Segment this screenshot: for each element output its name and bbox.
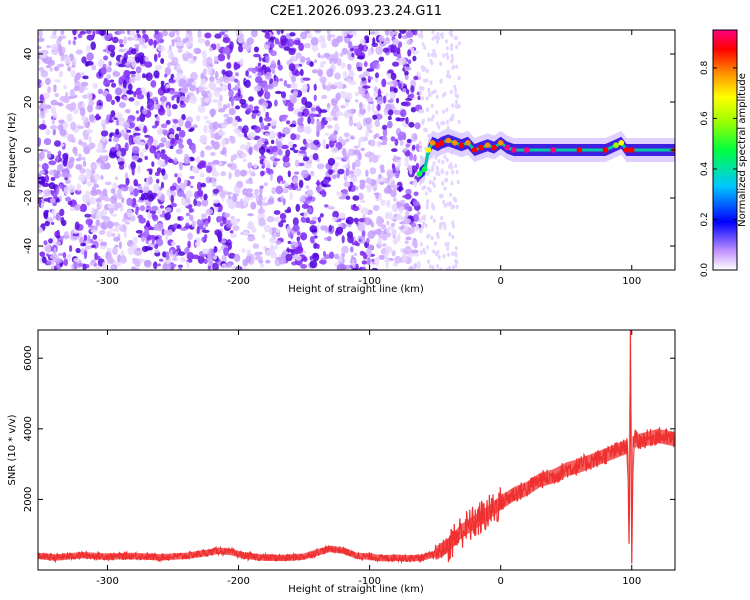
signal-point — [484, 142, 491, 148]
signal-point — [465, 140, 471, 146]
snr-y-tick-label: 6000 — [23, 346, 34, 371]
signal-point — [524, 147, 530, 153]
snr-x-tick-label: -300 — [96, 576, 119, 587]
colorbar-tick-label: 0.4 — [700, 162, 710, 177]
colorbar-label: Normalized spectral amplitude — [737, 73, 748, 227]
signal-point — [511, 147, 517, 153]
spectrogram-x-tick-label: -300 — [96, 276, 119, 287]
signal-point — [421, 166, 428, 172]
signal-point — [550, 147, 556, 153]
spectrogram-y-tick-label: 0 — [23, 147, 34, 153]
snr-x-tick-label: -100 — [358, 576, 381, 587]
spectrogram-x-tick-label: 100 — [622, 276, 641, 287]
colorbar-ticks: 0.0 0.2 0.4 0.6 0.8 — [700, 60, 737, 277]
signal-point — [452, 140, 458, 146]
signal-point — [458, 142, 465, 148]
spectrogram-y-tick-label: 40 — [23, 48, 34, 61]
signal-point — [445, 137, 452, 144]
spectrogram-signal — [416, 128, 675, 186]
signal-point — [438, 140, 445, 146]
spectrogram-y-tick-label: 20 — [23, 96, 34, 109]
snr-ylabel: SNR (10 * v/v) — [7, 414, 18, 485]
signal-point — [602, 147, 609, 153]
snr-y-ticks: 2000 4000 6000 — [23, 346, 675, 512]
signal-point — [471, 147, 478, 153]
snr-x-tick-label: -200 — [227, 576, 250, 587]
snr-frame — [37, 329, 676, 571]
signal-point — [425, 147, 432, 153]
spectrogram-noise — [38, 30, 461, 270]
signal-point — [628, 147, 635, 153]
snr-panel: -300 -200 -100 0 100 2000 4000 6000 Height of … — [7, 329, 676, 595]
signal-point — [613, 142, 619, 148]
snr-plot-area — [38, 330, 675, 564]
colorbar-tick-label: 0.0 — [700, 263, 710, 278]
signal-point — [618, 140, 625, 146]
signal-point — [416, 171, 423, 177]
signal-point — [478, 144, 484, 151]
snr-envelope — [38, 330, 675, 562]
spectrogram-x-ticks: -300 -200 -100 0 100 — [96, 30, 641, 287]
signal-point — [504, 144, 511, 151]
colorbar: 0.0 0.2 0.4 0.6 0.8 Normalized spectral ampl… — [700, 29, 748, 277]
snr-x-ticks: -300 -200 -100 0 100 — [96, 330, 641, 587]
signal-point — [429, 140, 436, 146]
signal-point — [576, 147, 583, 153]
colorbar-tick-label: 0.2 — [700, 212, 710, 226]
spectrogram-x-tick-label: 0 — [497, 276, 503, 287]
snr-trace — [38, 330, 675, 564]
colorbar-tick-label: 0.6 — [700, 111, 710, 126]
figure-title: C2E1.2026.093.23.24.G11 — [270, 4, 442, 19]
spectrogram-y-ticks: -40 -20 0 20 40 — [23, 48, 675, 254]
colorbar-gradient — [712, 29, 738, 271]
signal-point — [623, 147, 630, 153]
snr-y-tick-label: 4000 — [23, 416, 34, 441]
snr-x-tick-label: 100 — [622, 576, 641, 587]
spectrogram-y-tick-label: -40 — [23, 238, 34, 254]
snr-y-tick-label: 2000 — [23, 487, 34, 512]
snr-xlabel: Height of straight line (km) — [288, 584, 424, 595]
signal-point — [497, 140, 504, 146]
snr-x-tick-label: 0 — [497, 576, 503, 587]
spectrogram-x-tick-label: -100 — [358, 276, 381, 287]
spectrogram-y-tick-label: -20 — [23, 190, 34, 206]
spectrogram-ylabel: Frequency (Hz) — [7, 112, 18, 188]
spectrogram-x-tick-label: -200 — [227, 276, 250, 287]
signal-halo — [419, 128, 675, 186]
colorbar-tick-label: 0.8 — [700, 60, 710, 75]
signal-point — [491, 144, 497, 151]
spectrogram-xlabel: Height of straight line (km) — [288, 284, 424, 295]
